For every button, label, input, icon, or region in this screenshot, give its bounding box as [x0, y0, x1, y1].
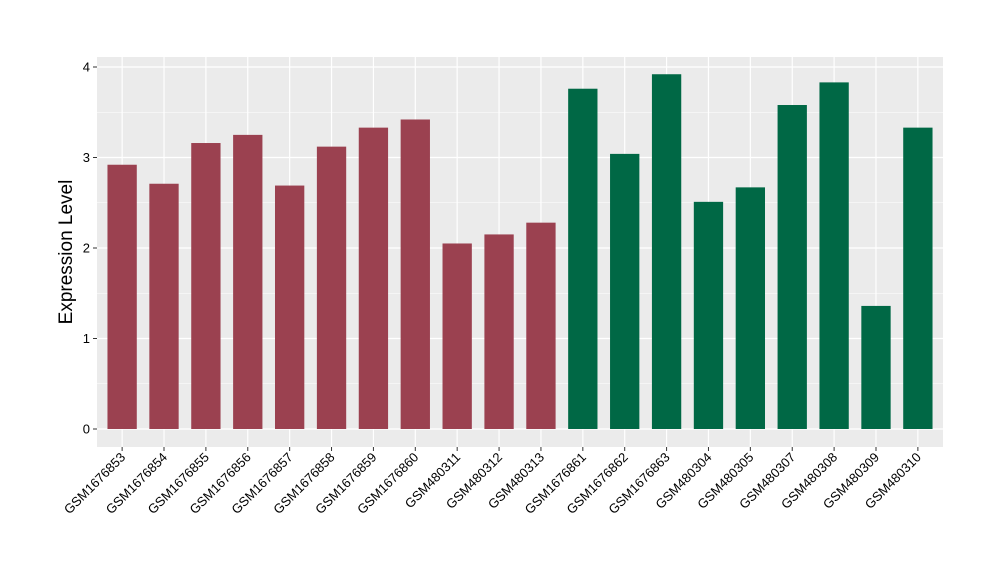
bar-GSM1676858 — [316, 146, 347, 429]
y-tick-label: 2 — [83, 241, 90, 256]
bar-GSM480305 — [735, 187, 766, 429]
y-tick-label: 1 — [83, 331, 90, 346]
bar-GSM1676853 — [107, 164, 137, 430]
plot-panel — [97, 57, 943, 447]
bar-GSM480310 — [903, 127, 933, 429]
bar-GSM480309 — [861, 305, 891, 429]
bar-GSM1676861 — [568, 88, 598, 429]
y-tick-label: 0 — [83, 422, 90, 437]
bars — [107, 74, 933, 430]
bar-GSM480312 — [484, 234, 514, 429]
y-axis-title: Expression Level — [56, 180, 77, 325]
bar-GSM1676863 — [651, 74, 682, 430]
bar-GSM1676857 — [274, 185, 305, 429]
y-tick-label: 4 — [83, 60, 90, 75]
bar-GSM480311 — [442, 243, 472, 429]
panel-background — [97, 57, 943, 447]
bar-GSM1676856 — [233, 134, 263, 429]
y-tick-label: 3 — [83, 150, 90, 165]
bar-GSM480313 — [526, 222, 556, 429]
bar-GSM480307 — [777, 105, 807, 429]
bar-GSM1676862 — [610, 153, 640, 429]
bar-GSM1676859 — [358, 127, 389, 429]
bar-GSM1676854 — [149, 183, 179, 429]
bar-GSM480308 — [819, 82, 849, 429]
bar-GSM1676860 — [400, 119, 430, 430]
bar-GSM480304 — [693, 201, 724, 429]
bar-GSM1676855 — [191, 143, 221, 429]
